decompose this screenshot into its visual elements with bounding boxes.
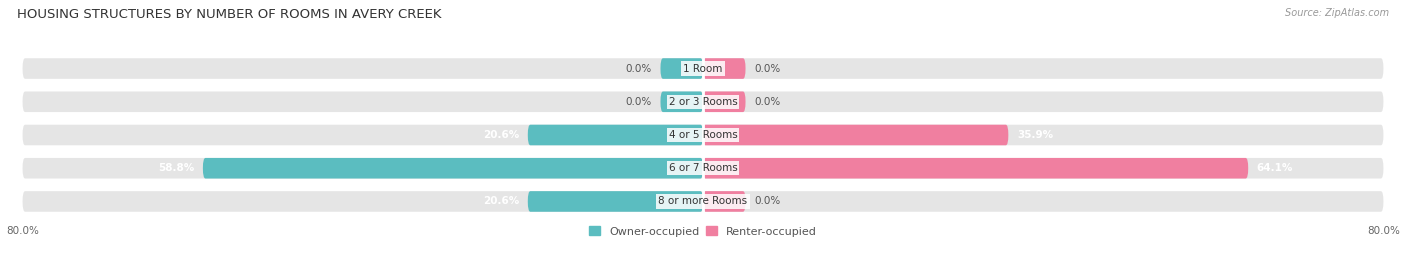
Text: HOUSING STRUCTURES BY NUMBER OF ROOMS IN AVERY CREEK: HOUSING STRUCTURES BY NUMBER OF ROOMS IN… <box>17 8 441 21</box>
Legend: Owner-occupied, Renter-occupied: Owner-occupied, Renter-occupied <box>589 227 817 237</box>
FancyBboxPatch shape <box>703 92 745 112</box>
Text: 20.6%: 20.6% <box>484 197 519 207</box>
FancyBboxPatch shape <box>703 58 745 79</box>
Text: 2 or 3 Rooms: 2 or 3 Rooms <box>669 97 737 107</box>
FancyBboxPatch shape <box>22 125 1384 145</box>
Text: 4 or 5 Rooms: 4 or 5 Rooms <box>669 130 737 140</box>
FancyBboxPatch shape <box>703 125 1008 145</box>
Text: Source: ZipAtlas.com: Source: ZipAtlas.com <box>1285 8 1389 18</box>
FancyBboxPatch shape <box>527 191 703 212</box>
Text: 8 or more Rooms: 8 or more Rooms <box>658 197 748 207</box>
Text: 0.0%: 0.0% <box>754 197 780 207</box>
Text: 1 Room: 1 Room <box>683 63 723 73</box>
FancyBboxPatch shape <box>22 158 1384 178</box>
Text: 20.6%: 20.6% <box>484 130 519 140</box>
Text: 0.0%: 0.0% <box>754 97 780 107</box>
FancyBboxPatch shape <box>703 158 1249 178</box>
Text: 0.0%: 0.0% <box>626 97 652 107</box>
Text: 6 or 7 Rooms: 6 or 7 Rooms <box>669 163 737 173</box>
FancyBboxPatch shape <box>202 158 703 178</box>
Text: 0.0%: 0.0% <box>626 63 652 73</box>
FancyBboxPatch shape <box>22 191 1384 212</box>
FancyBboxPatch shape <box>22 92 1384 112</box>
FancyBboxPatch shape <box>703 191 745 212</box>
FancyBboxPatch shape <box>661 58 703 79</box>
FancyBboxPatch shape <box>661 92 703 112</box>
Text: 64.1%: 64.1% <box>1257 163 1294 173</box>
Text: 0.0%: 0.0% <box>754 63 780 73</box>
Text: 58.8%: 58.8% <box>157 163 194 173</box>
FancyBboxPatch shape <box>22 58 1384 79</box>
Text: 35.9%: 35.9% <box>1017 130 1053 140</box>
FancyBboxPatch shape <box>527 125 703 145</box>
